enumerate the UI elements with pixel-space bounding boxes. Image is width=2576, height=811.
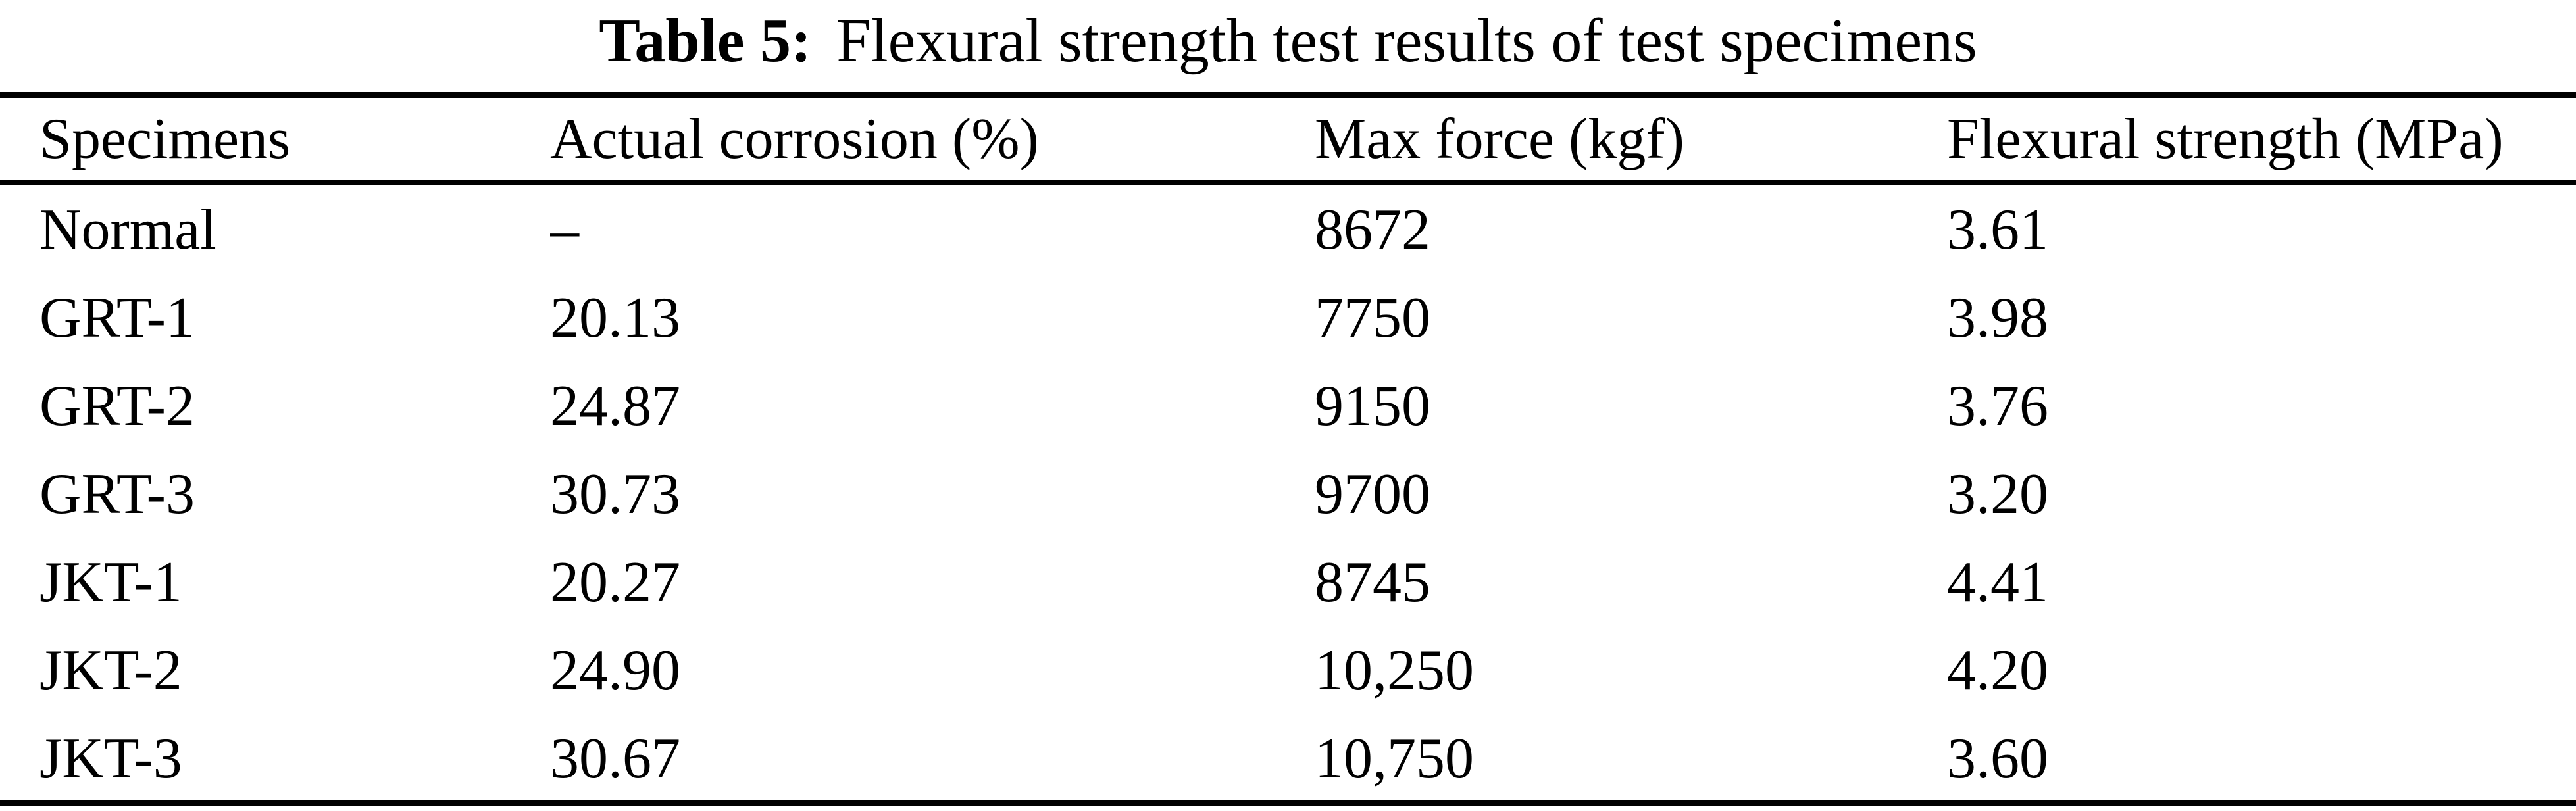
- table-rule-top: [0, 92, 2576, 98]
- cell-max-force: 10,750: [1315, 726, 1474, 791]
- table-caption-label: Table 5:: [599, 7, 812, 75]
- table-rule-header: [0, 180, 2576, 185]
- header-actual-corrosion: Actual corrosion (%): [550, 107, 1039, 171]
- header-max-force: Max force (kgf): [1315, 107, 1684, 171]
- header-flexural-strength: Flexural strength (MPa): [1947, 107, 2504, 171]
- cell-flexural-strength: 4.41: [1947, 550, 2048, 614]
- cell-specimen: GRT-2: [39, 374, 195, 438]
- cell-specimen: JKT-1: [39, 550, 182, 614]
- cell-actual-corrosion: 20.13: [550, 285, 680, 350]
- table-caption-text: Flexural strength test results of test s…: [836, 7, 1977, 75]
- cell-actual-corrosion: 20.27: [550, 550, 680, 614]
- cell-actual-corrosion: –: [550, 197, 579, 262]
- cell-actual-corrosion: 24.90: [550, 638, 680, 702]
- cell-actual-corrosion: 24.87: [550, 374, 680, 438]
- cell-flexural-strength: 3.20: [1947, 462, 2048, 526]
- table-rule-bottom: [0, 800, 2576, 806]
- cell-flexural-strength: 3.76: [1947, 374, 2048, 438]
- cell-specimen: JKT-2: [39, 638, 182, 702]
- cell-max-force: 10,250: [1315, 638, 1474, 702]
- table-header-row: Specimens Actual corrosion (%) Max force…: [0, 98, 2576, 180]
- cell-specimen: JKT-3: [39, 726, 182, 791]
- cell-max-force: 9150: [1315, 374, 1430, 438]
- cell-max-force: 7750: [1315, 285, 1430, 350]
- cell-max-force: 9700: [1315, 462, 1430, 526]
- cell-flexural-strength: 3.60: [1947, 726, 2048, 791]
- cell-specimen: GRT-3: [39, 462, 195, 526]
- cell-specimen: GRT-1: [39, 285, 195, 350]
- table-caption: Table 5: Flexural strength test results o…: [0, 0, 2576, 86]
- cell-flexural-strength: 4.20: [1947, 638, 2048, 702]
- cell-actual-corrosion: 30.67: [550, 726, 680, 791]
- cell-specimen: Normal: [39, 197, 216, 262]
- cell-flexural-strength: 3.98: [1947, 285, 2048, 350]
- cell-flexural-strength: 3.61: [1947, 197, 2048, 262]
- cell-max-force: 8672: [1315, 197, 1430, 262]
- cell-actual-corrosion: 30.73: [550, 462, 680, 526]
- header-specimens: Specimens: [39, 107, 291, 171]
- table-body: Normal – 8672 3.61 GRT-1 20.13 7750 3.98…: [0, 185, 2576, 802]
- cell-max-force: 8745: [1315, 550, 1430, 614]
